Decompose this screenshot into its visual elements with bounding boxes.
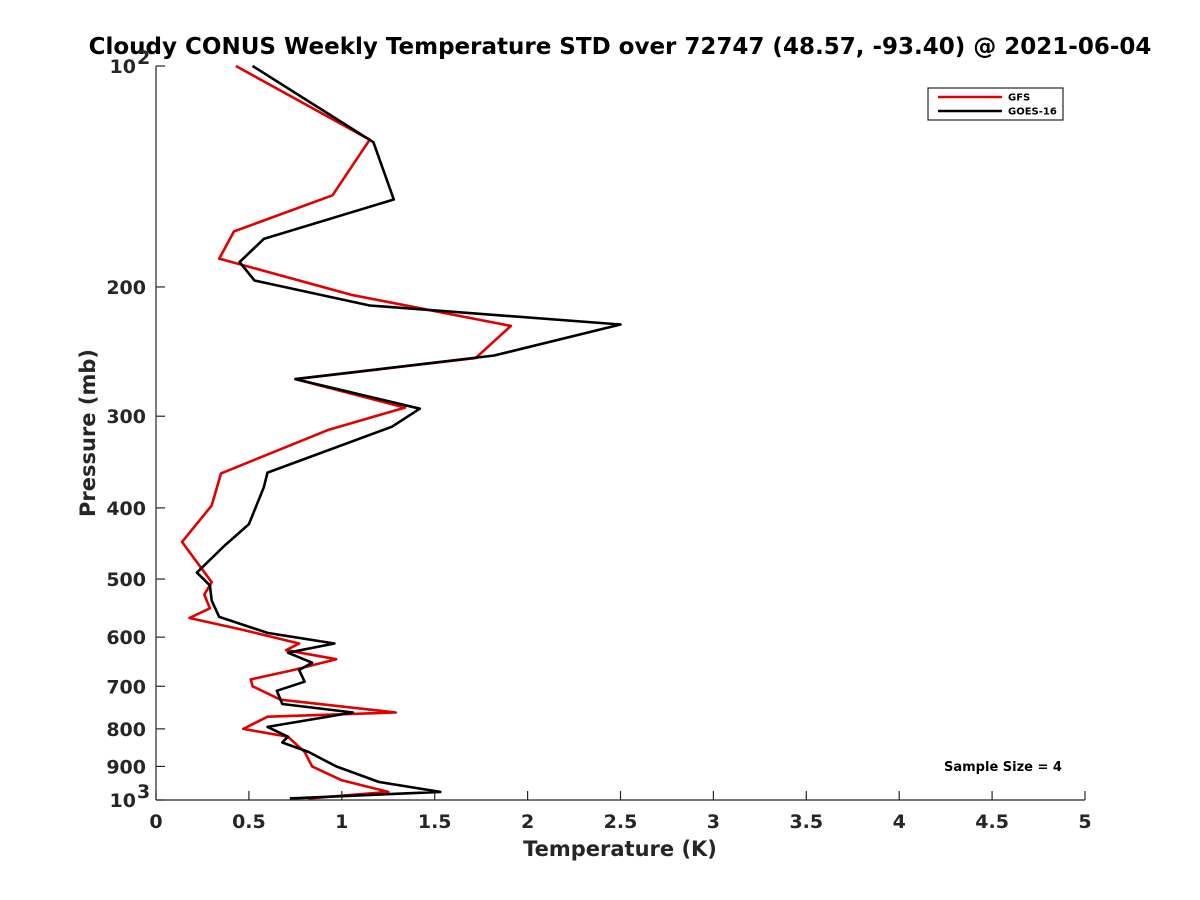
y-tick-exponent: 2 <box>137 47 150 69</box>
y-tick-label: 400 <box>106 498 146 520</box>
x-tick-label: 3.5 <box>789 811 823 833</box>
y-tick-label: 300 <box>106 406 146 428</box>
y-tick-label: 900 <box>106 756 146 778</box>
series-line-gfs <box>180 64 513 800</box>
chart-title: Cloudy CONUS Weekly Temperature STD over… <box>89 34 1152 60</box>
plot-marks <box>180 64 622 800</box>
legend-box <box>927 87 1064 121</box>
y-tick-label: 700 <box>106 676 146 698</box>
x-tick-label: 4.5 <box>975 811 1009 833</box>
x-tick-label: 2.5 <box>604 811 638 833</box>
x-tick-label: 2 <box>521 811 534 833</box>
y-axis-label: Pressure (mb) <box>76 349 100 517</box>
y-tick-label: 800 <box>106 719 146 741</box>
x-tick-label: 0 <box>149 811 162 833</box>
x-tick-label: 5 <box>1078 811 1091 833</box>
x-tick-label: 1 <box>335 811 348 833</box>
series-line-goes-16 <box>195 64 622 800</box>
x-tick-label: 0.5 <box>232 811 266 833</box>
x-tick-label: 1.5 <box>418 811 452 833</box>
y-tick-label: 600 <box>106 627 146 649</box>
legend-label: GFS <box>1008 93 1030 104</box>
y-tick-exponent: 3 <box>137 781 150 803</box>
y-tick-label: 10 <box>110 56 136 78</box>
x-axis-ticks: 0 0.5 1 1.5 2 2.5 3 3.5 4 4.5 5 <box>149 791 1092 833</box>
x-axis-label: Temperature (K) <box>523 837 717 861</box>
sample-size-annotation: Sample Size = 4 <box>944 760 1062 775</box>
legend: GFS GOES-16 <box>927 87 1064 121</box>
y-tick-label: 10 <box>110 790 136 812</box>
y-tick-label: 200 <box>106 277 146 299</box>
x-tick-label: 3 <box>707 811 720 833</box>
legend-label: GOES-16 <box>1008 107 1057 118</box>
y-tick-label: 500 <box>106 569 146 591</box>
x-tick-label: 4 <box>893 811 906 833</box>
